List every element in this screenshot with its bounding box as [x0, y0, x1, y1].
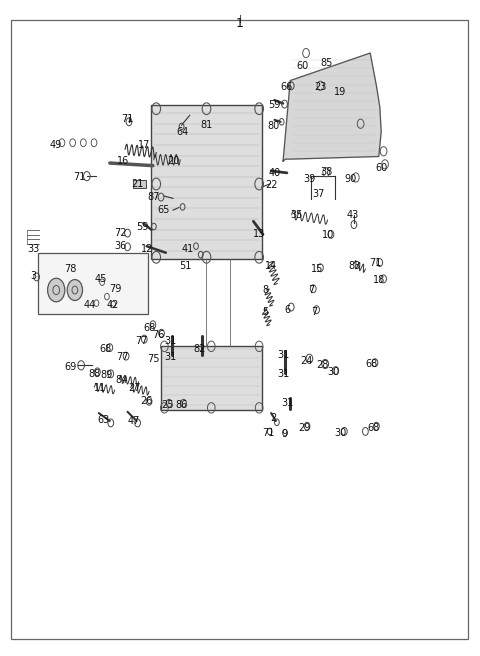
Text: 7: 7 — [308, 285, 314, 295]
Text: 40: 40 — [268, 168, 281, 178]
Text: 41: 41 — [181, 245, 193, 255]
Text: 33: 33 — [27, 245, 39, 255]
Text: 68: 68 — [365, 359, 378, 369]
Text: 11: 11 — [94, 383, 107, 393]
Text: 37: 37 — [313, 189, 325, 199]
Text: 7: 7 — [311, 306, 317, 317]
Text: 36: 36 — [114, 241, 126, 251]
Text: 68: 68 — [367, 422, 379, 432]
Text: 71: 71 — [263, 428, 275, 438]
Text: 30: 30 — [335, 428, 347, 438]
Text: 19: 19 — [335, 87, 347, 97]
Text: 76: 76 — [153, 329, 165, 340]
Text: 45: 45 — [95, 274, 108, 284]
Text: 77: 77 — [136, 336, 148, 346]
Text: 59: 59 — [268, 100, 281, 110]
Text: 14: 14 — [265, 261, 277, 271]
Text: 43: 43 — [347, 211, 359, 220]
Text: 71: 71 — [73, 173, 86, 182]
Text: 90: 90 — [344, 174, 356, 184]
Bar — [152, 106, 262, 259]
Bar — [161, 346, 262, 410]
Text: 51: 51 — [179, 261, 191, 271]
Text: 30: 30 — [327, 367, 339, 377]
Text: 31: 31 — [282, 398, 294, 408]
Text: 16: 16 — [117, 156, 129, 166]
Text: 28: 28 — [316, 360, 328, 371]
Text: 78: 78 — [64, 264, 76, 274]
Text: 59: 59 — [136, 222, 148, 232]
Text: 15: 15 — [312, 264, 324, 274]
Text: 87: 87 — [148, 192, 160, 202]
Circle shape — [48, 278, 65, 302]
Text: 31: 31 — [165, 336, 177, 346]
Text: 68: 68 — [100, 344, 112, 354]
Text: 20: 20 — [167, 156, 179, 166]
Text: 64: 64 — [177, 127, 189, 136]
Text: 12: 12 — [141, 245, 153, 255]
Text: 35: 35 — [290, 211, 303, 220]
Text: 8: 8 — [263, 285, 269, 295]
Text: 84: 84 — [116, 375, 128, 385]
Text: 42: 42 — [107, 300, 120, 310]
Text: 29: 29 — [299, 422, 311, 432]
Text: 31: 31 — [165, 352, 177, 363]
Text: 72: 72 — [114, 228, 127, 238]
Text: 24: 24 — [300, 356, 312, 366]
Text: 21: 21 — [131, 179, 144, 189]
Text: 47: 47 — [128, 416, 140, 426]
Text: 75: 75 — [148, 354, 160, 364]
Text: 81: 81 — [200, 120, 213, 130]
Text: 31: 31 — [277, 350, 289, 361]
Text: 25: 25 — [161, 400, 173, 409]
Text: 68: 68 — [143, 323, 155, 333]
Text: 49: 49 — [49, 140, 62, 150]
Text: 89: 89 — [101, 370, 113, 380]
Text: 5: 5 — [262, 306, 268, 317]
Text: 39: 39 — [303, 174, 315, 184]
Text: 80: 80 — [267, 121, 280, 131]
Text: 69: 69 — [64, 362, 76, 372]
Text: 86: 86 — [176, 400, 188, 409]
Text: 71: 71 — [369, 258, 382, 268]
Text: 88: 88 — [88, 369, 100, 379]
Text: 79: 79 — [109, 284, 122, 294]
Bar — [38, 253, 148, 314]
Circle shape — [67, 279, 83, 300]
Text: 38: 38 — [320, 167, 332, 177]
Text: 60: 60 — [375, 163, 387, 173]
Text: 65: 65 — [157, 205, 169, 215]
Text: 10: 10 — [323, 230, 335, 240]
Text: 17: 17 — [138, 140, 150, 150]
Text: 1: 1 — [236, 17, 244, 30]
Text: 66: 66 — [281, 82, 293, 92]
Text: 26: 26 — [141, 396, 153, 406]
Text: 60: 60 — [296, 61, 308, 71]
Text: 9: 9 — [281, 429, 287, 439]
Text: 31: 31 — [277, 369, 289, 379]
Text: 13: 13 — [253, 230, 265, 239]
Text: 71: 71 — [121, 113, 134, 123]
Text: 2: 2 — [270, 413, 276, 422]
Text: 82: 82 — [193, 344, 205, 354]
Text: 77: 77 — [117, 352, 129, 363]
Text: 3: 3 — [30, 271, 36, 281]
Text: 83: 83 — [349, 261, 361, 271]
Polygon shape — [283, 53, 381, 161]
Text: 23: 23 — [314, 82, 326, 92]
Text: 85: 85 — [320, 58, 332, 68]
Text: 6: 6 — [285, 304, 291, 315]
Bar — [133, 180, 146, 188]
Text: 63: 63 — [97, 415, 110, 424]
Text: 18: 18 — [372, 276, 385, 285]
Text: 22: 22 — [265, 180, 277, 190]
Text: 27: 27 — [129, 383, 141, 393]
Text: 44: 44 — [83, 300, 96, 310]
